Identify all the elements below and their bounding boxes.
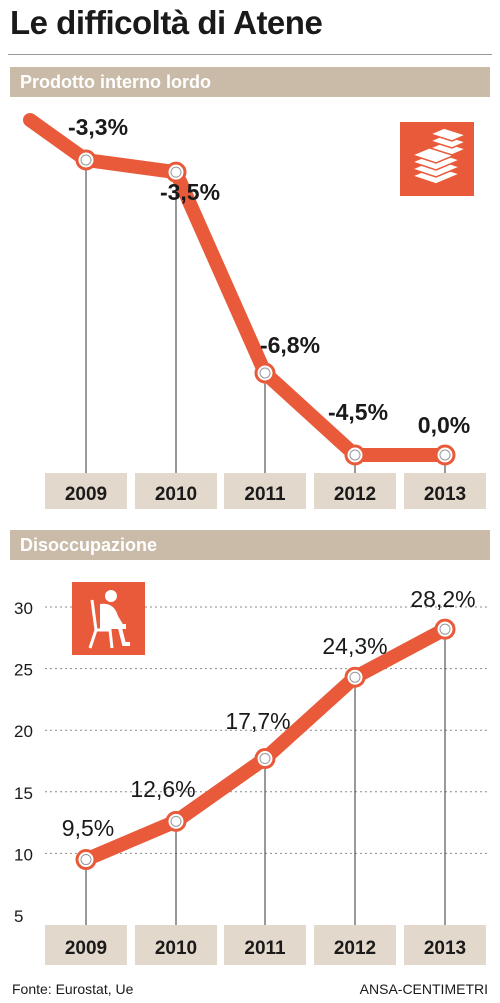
x-tick-label: 2013 <box>424 938 466 959</box>
y-tick-label: 30 <box>14 599 33 618</box>
y-tick-label: 20 <box>14 722 33 741</box>
year-band <box>314 473 396 509</box>
year-band <box>404 925 486 965</box>
data-point-inner <box>259 367 271 379</box>
x-tick-label: 2010 <box>155 484 197 505</box>
x-tick-label: 2012 <box>334 938 376 959</box>
data-label: -6,8% <box>260 332 320 358</box>
year-band <box>314 925 396 965</box>
gdp-title: Prodotto interno lordo <box>20 72 211 92</box>
gdp-header: Prodotto interno lordo <box>10 67 490 97</box>
credit-note: ANSA-CENTIMETRI <box>359 981 488 997</box>
x-tick-label: 2010 <box>155 938 197 959</box>
data-label: 24,3% <box>322 633 387 659</box>
x-tick-label: 2009 <box>65 484 107 505</box>
y-tick-label: 15 <box>14 784 33 803</box>
data-point-inner <box>80 854 92 866</box>
x-tick-label: 2009 <box>65 938 107 959</box>
x-tick-label: 2013 <box>424 484 466 505</box>
y-tick-label: 5 <box>14 907 23 926</box>
money-stack-icon <box>400 122 474 196</box>
data-point-inner <box>439 449 451 461</box>
data-point-inner <box>349 671 361 683</box>
data-label: 17,7% <box>225 708 290 734</box>
data-label: 9,5% <box>62 815 114 841</box>
page-title: Le difficoltà di Atene <box>10 4 323 41</box>
year-band <box>45 473 127 509</box>
data-label: 0,0% <box>418 412 470 438</box>
data-label: -4,5% <box>328 399 388 425</box>
unemployment-header: Disoccupazione <box>10 530 490 560</box>
data-label: 28,2% <box>410 586 475 612</box>
unemployment-title: Disoccupazione <box>20 535 158 555</box>
x-tick-label: 2011 <box>244 484 286 505</box>
data-point-inner <box>349 449 361 461</box>
year-band <box>224 473 306 509</box>
data-point-inner <box>170 815 182 827</box>
year-band <box>45 925 127 965</box>
data-point-inner <box>80 154 92 166</box>
seated-person-icon <box>72 582 145 655</box>
x-tick-label: 2011 <box>244 938 286 959</box>
data-point-inner <box>439 623 451 635</box>
year-band <box>224 925 306 965</box>
data-label: 12,6% <box>130 776 195 802</box>
data-point-inner <box>170 166 182 178</box>
data-label: -3,3% <box>68 114 128 140</box>
x-tick-label: 2012 <box>334 484 376 505</box>
gdp-series-line <box>23 113 452 462</box>
data-point-inner <box>259 753 271 765</box>
title-divider <box>8 54 492 55</box>
year-band <box>135 925 217 965</box>
y-tick-label: 10 <box>14 845 33 864</box>
y-tick-label: 25 <box>14 661 33 680</box>
year-band <box>135 473 217 509</box>
source-note: Fonte: Eurostat, Ue <box>12 981 134 997</box>
data-label: -3,5% <box>160 179 220 205</box>
year-band <box>404 473 486 509</box>
